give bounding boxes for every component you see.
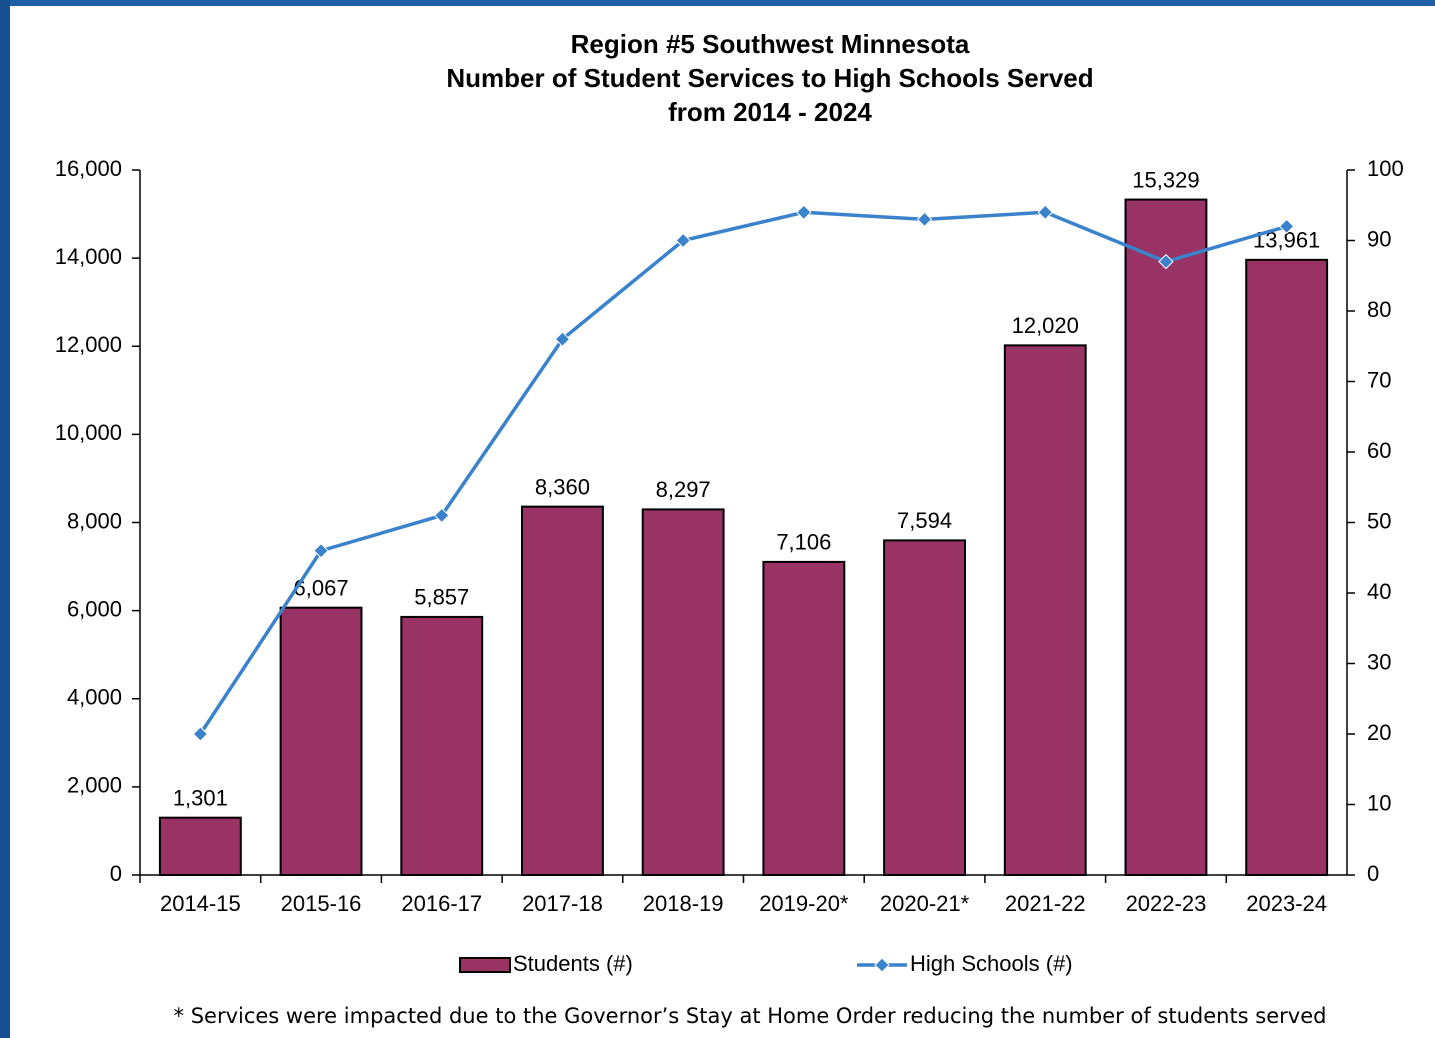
y2-tick-label: 60 xyxy=(1367,438,1391,463)
line-marker xyxy=(1158,253,1174,270)
footnote: * Services were impacted due to the Gove… xyxy=(174,1004,1327,1028)
y2-tick-label: 90 xyxy=(1367,226,1391,251)
x-tick-label: 2014-15 xyxy=(160,891,241,916)
y2-tick-label: 10 xyxy=(1367,790,1391,815)
line-marker xyxy=(1037,204,1053,221)
chart-title: Region #5 Southwest Minnesota xyxy=(571,29,970,59)
y2-tick-label: 70 xyxy=(1367,367,1391,392)
line-marker xyxy=(554,331,571,347)
line-marker xyxy=(675,232,691,249)
data-label: 8,360 xyxy=(535,474,590,499)
line-marker xyxy=(916,211,933,228)
x-tick-label: 2016-17 xyxy=(401,891,482,916)
y-tick-label: 2,000 xyxy=(67,773,122,798)
x-tick-label: 2023-24 xyxy=(1246,891,1327,916)
legend-marker xyxy=(874,957,890,973)
frame-left xyxy=(0,0,10,1038)
line-marker xyxy=(796,204,812,221)
line-marker xyxy=(1278,218,1295,235)
y2-tick-label: 50 xyxy=(1367,508,1391,533)
data-label: 5,857 xyxy=(414,585,469,610)
bar xyxy=(279,606,363,876)
line-marker xyxy=(434,507,450,524)
line-marker xyxy=(192,726,209,742)
y-tick-label: 4,000 xyxy=(67,685,122,710)
y2-tick-label: 0 xyxy=(1367,861,1379,886)
bar xyxy=(158,816,242,876)
legend-label: Students (#) xyxy=(513,951,633,976)
y2-tick-label: 100 xyxy=(1367,156,1404,181)
data-label: 1,301 xyxy=(173,785,228,810)
y2-tick-label: 80 xyxy=(1367,297,1391,322)
data-label: 8,297 xyxy=(656,477,711,502)
legend-swatch xyxy=(459,957,511,973)
y2-tick-label: 30 xyxy=(1367,649,1391,674)
x-tick-label: 2020-21* xyxy=(880,891,970,916)
chart-title: Number of Student Services to High Schoo… xyxy=(446,63,1093,93)
y2-tick-label: 20 xyxy=(1367,720,1391,745)
y-tick-label: 16,000 xyxy=(55,156,122,181)
x-tick-label: 2021-22 xyxy=(1005,891,1086,916)
y-tick-label: 12,000 xyxy=(55,332,122,357)
data-label: 12,020 xyxy=(1012,313,1079,338)
y-tick-label: 10,000 xyxy=(55,420,122,445)
bar xyxy=(1124,198,1208,877)
x-tick-label: 2015-16 xyxy=(281,891,362,916)
data-label: 7,594 xyxy=(897,508,952,533)
x-tick-label: 2018-19 xyxy=(643,891,724,916)
y-tick-label: 6,000 xyxy=(67,596,122,621)
bar xyxy=(1245,258,1329,876)
chart-title: from 2014 - 2024 xyxy=(668,97,872,127)
data-label: 7,106 xyxy=(776,530,831,555)
bar xyxy=(641,508,725,876)
frame-top xyxy=(0,0,1435,6)
line xyxy=(198,210,1288,735)
y-tick-label: 14,000 xyxy=(55,244,122,269)
data-label: 15,329 xyxy=(1132,167,1199,192)
legend-label: High Schools (#) xyxy=(910,951,1073,976)
bar xyxy=(1003,344,1087,876)
bar xyxy=(521,505,604,876)
x-tick-label: 2017-18 xyxy=(522,891,603,916)
line-marker xyxy=(313,542,329,559)
bar xyxy=(762,560,846,876)
x-tick-label: 2019-20* xyxy=(759,891,849,916)
x-tick-label: 2022-23 xyxy=(1126,891,1207,916)
bar xyxy=(400,615,484,877)
bar xyxy=(883,539,966,877)
y-tick-label: 0 xyxy=(110,861,122,886)
y-tick-label: 8,000 xyxy=(67,508,122,533)
y2-tick-label: 40 xyxy=(1367,579,1391,604)
